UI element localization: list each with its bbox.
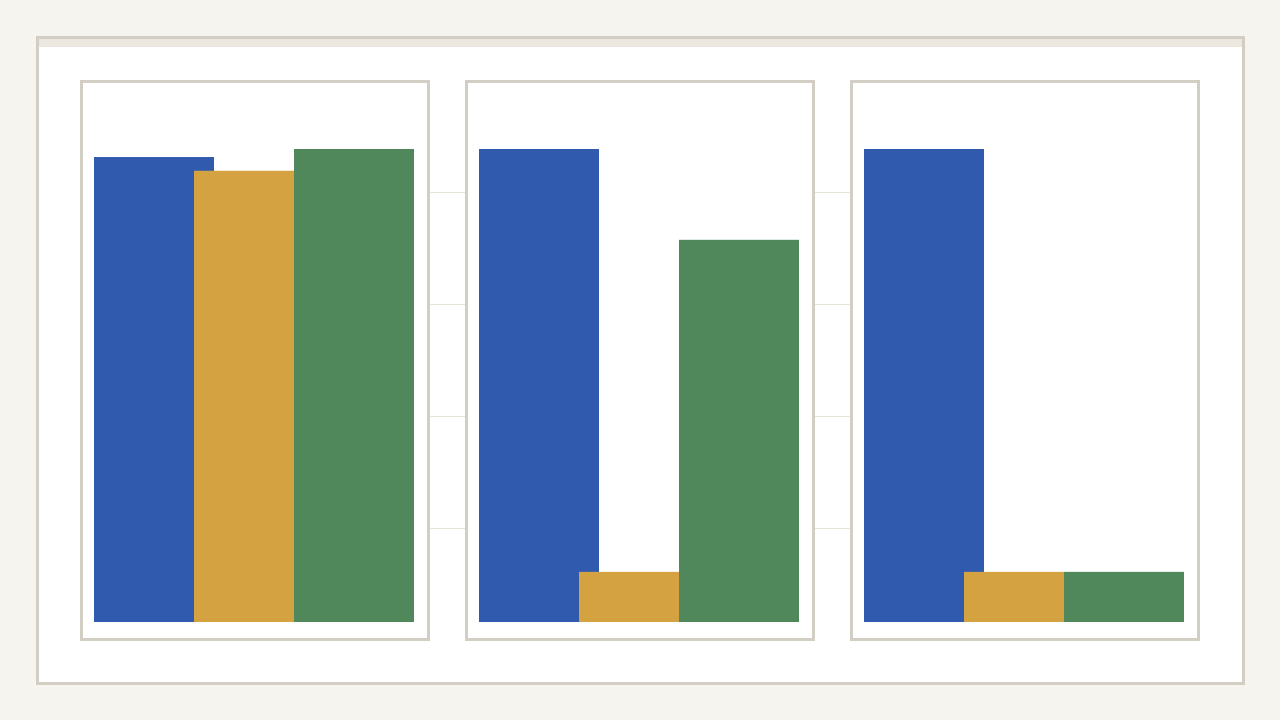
bar [864,149,984,622]
bar [1064,571,1184,622]
bar [194,170,294,622]
bar [479,149,599,622]
frame-header-strip [39,39,1242,47]
bar [294,149,414,622]
bar [964,571,1064,622]
bar [679,239,799,623]
bar [579,571,679,622]
